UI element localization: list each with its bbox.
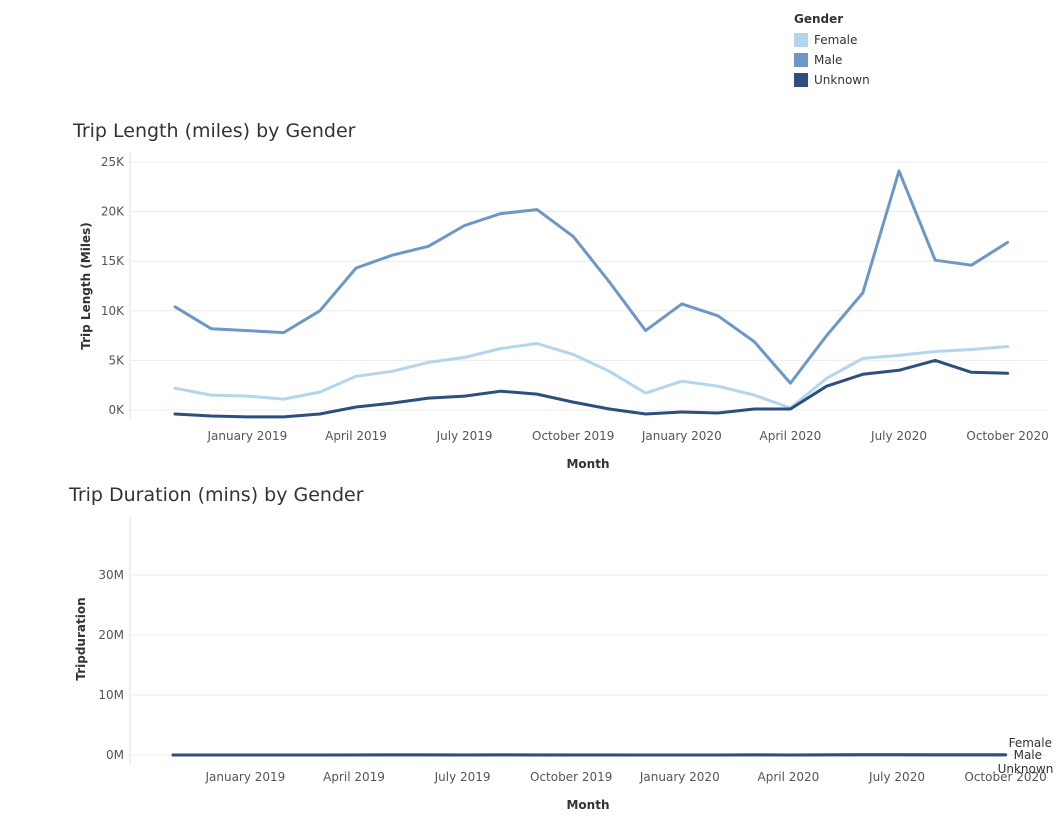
legend-swatch-female [794, 33, 808, 47]
x-tick-label: January 2020 [641, 429, 722, 443]
x-tick-label: April 2020 [760, 429, 822, 443]
y-tick-label: 20M [98, 628, 124, 642]
legend-item-unknown[interactable]: Unknown [794, 70, 870, 90]
chart-title-trip-length: Trip Length (miles) by Gender [73, 120, 356, 142]
x-tick-label: October 2019 [530, 770, 612, 784]
y-axis-title: Tripduration [74, 597, 88, 680]
series-line-unknown [173, 358, 1010, 419]
legend-item-male[interactable]: Male [794, 50, 870, 70]
x-tick-label: April 2020 [758, 770, 820, 784]
legend: Gender Female Male Unknown [794, 12, 870, 90]
x-axis-title: Month [566, 798, 609, 812]
x-tick-label: January 2020 [639, 770, 720, 784]
y-tick-label: 30M [98, 568, 124, 582]
x-tick-label: July 2020 [870, 429, 927, 443]
chart-title-trip-duration: Trip Duration (mins) by Gender [69, 484, 364, 506]
trip-duration-chart: 0M 10M 20M 30M January 2019 April 2019 July 20… [74, 517, 1054, 812]
legend-title: Gender [794, 12, 844, 26]
trip-length-chart: 0K 5K 10K 15K 20K 25K January 2019 April 2019 Ju… [79, 152, 1049, 471]
legend-swatch-unknown [794, 73, 808, 87]
y-tick-label: 15K [101, 254, 125, 268]
x-tick-label: October 2020 [964, 770, 1046, 784]
y-tick-label: 0K [108, 403, 125, 417]
y-axis-title: Trip Length (Miles) [79, 222, 93, 349]
y-tick-label: 10K [101, 304, 125, 318]
x-tick-label: October 2020 [966, 429, 1048, 443]
series-line-female [173, 342, 1010, 410]
x-tick-label: July 2019 [434, 770, 491, 784]
legend-label-female: Female [814, 33, 858, 47]
x-tick-label: April 2019 [325, 429, 387, 443]
series-line-male [173, 169, 1010, 385]
y-tick-label: 25K [101, 155, 125, 169]
y-tick-label: 5K [108, 353, 125, 367]
x-tick-label: January 2019 [206, 429, 287, 443]
x-tick-label: October 2019 [532, 429, 614, 443]
legend-label-male: Male [814, 53, 843, 67]
y-tick-label: 0M [106, 748, 124, 762]
x-axis-title: Month [566, 457, 609, 471]
legend-label-unknown: Unknown [814, 73, 870, 87]
x-tick-label: April 2019 [323, 770, 385, 784]
x-tick-label: July 2020 [868, 770, 925, 784]
y-tick-label: 20K [101, 205, 125, 219]
x-tick-label: January 2019 [204, 770, 285, 784]
y-tick-label: 10M [98, 688, 124, 702]
legend-item-female[interactable]: Female [794, 30, 870, 50]
legend-swatch-male [794, 53, 808, 67]
end-label-male: Male [1014, 748, 1042, 762]
end-label-unknown: Unknown [998, 762, 1054, 776]
x-tick-label: July 2019 [436, 429, 493, 443]
end-label-female: Female [1009, 736, 1052, 750]
